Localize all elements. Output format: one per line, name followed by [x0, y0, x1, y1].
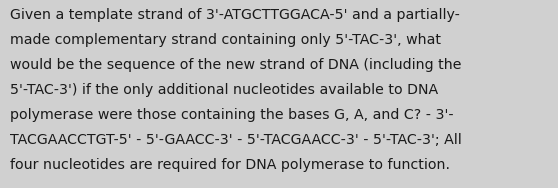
- Text: made complementary strand containing only 5'-TAC-3', what: made complementary strand containing onl…: [10, 33, 441, 47]
- Text: four nucleotides are required for DNA polymerase to function.: four nucleotides are required for DNA po…: [10, 158, 450, 172]
- Text: would be the sequence of the new strand of DNA (including the: would be the sequence of the new strand …: [10, 58, 461, 72]
- Text: TACGAACCTGT-5' - 5'-GAACC-3' - 5'-TACGAACC-3' - 5'-TAC-3'; All: TACGAACCTGT-5' - 5'-GAACC-3' - 5'-TACGAA…: [10, 133, 462, 147]
- Text: polymerase were those containing the bases G, A, and C? - 3'-: polymerase were those containing the bas…: [10, 108, 454, 122]
- Text: Given a template strand of 3'-ATGCTTGGACA-5' and a partially-: Given a template strand of 3'-ATGCTTGGAC…: [10, 8, 460, 22]
- Text: 5'-TAC-3') if the only additional nucleotides available to DNA: 5'-TAC-3') if the only additional nucleo…: [10, 83, 438, 97]
